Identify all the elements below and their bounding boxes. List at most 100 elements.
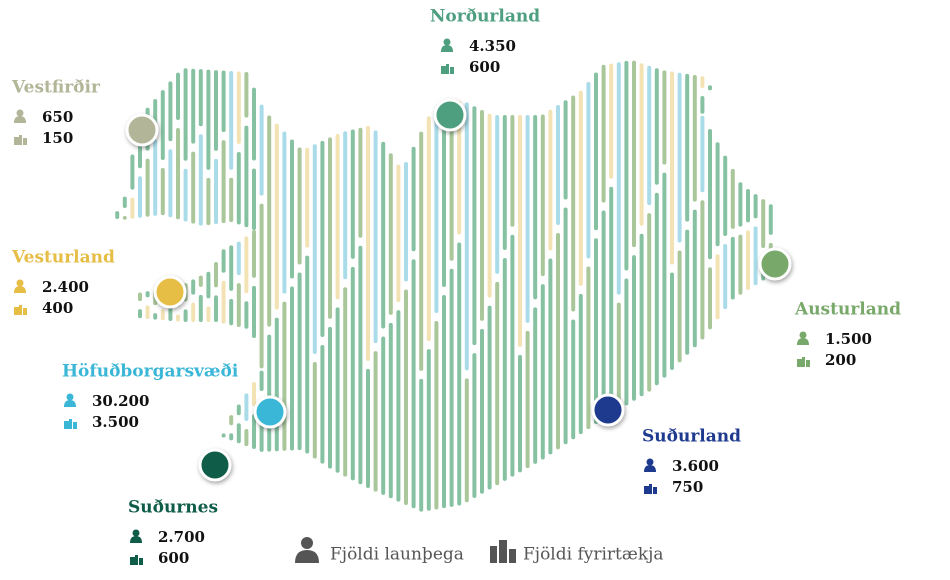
person-icon — [16, 279, 24, 287]
stripe — [176, 72, 180, 120]
stripe — [533, 115, 538, 300]
building-icon — [450, 67, 454, 74]
stripe — [343, 287, 348, 477]
stripe — [198, 275, 203, 287]
building-icon — [649, 484, 652, 494]
stripe — [138, 176, 142, 218]
stripe — [312, 361, 317, 459]
stripe — [426, 116, 431, 342]
stripe — [647, 65, 652, 206]
stripe — [206, 177, 211, 226]
stripe — [183, 168, 188, 222]
stripe — [578, 293, 583, 435]
building-icon — [135, 555, 138, 565]
companies: 600 — [469, 58, 500, 76]
stripe — [221, 280, 226, 324]
stripe — [168, 304, 173, 321]
stripe — [244, 393, 249, 422]
stripe — [548, 258, 553, 455]
stripe — [290, 286, 294, 451]
stripe — [411, 146, 416, 252]
stripe — [274, 123, 279, 310]
stripe — [647, 213, 652, 392]
stripe — [297, 272, 302, 451]
stripe — [700, 200, 705, 340]
stripe — [229, 433, 234, 441]
stripe — [487, 305, 492, 490]
region-name: Vesturland — [11, 248, 115, 268]
region-name: Norðurland — [430, 7, 540, 27]
stripe — [434, 108, 439, 314]
stripe — [738, 182, 743, 227]
person-icon — [14, 116, 26, 123]
building-icon — [19, 135, 22, 145]
region: Vesturland 2.400 400 — [11, 248, 187, 317]
stripe — [328, 137, 332, 319]
region-marker — [433, 98, 467, 132]
stripe — [571, 319, 576, 440]
building-icon — [139, 558, 143, 565]
region: Suðurnes 2.700 600 — [128, 448, 232, 567]
building-icon — [441, 66, 446, 74]
stripe — [214, 158, 218, 225]
stripe — [335, 133, 340, 300]
stripe — [236, 404, 241, 416]
stripe — [138, 292, 142, 302]
map-stripes — [115, 60, 773, 512]
stripe — [229, 245, 234, 291]
region-name: Höfuðborgarsvæði — [62, 362, 239, 382]
stripe — [176, 314, 180, 322]
stripe — [472, 353, 477, 499]
stripe — [708, 85, 712, 91]
stripe — [191, 151, 196, 224]
stripe — [746, 189, 750, 223]
region: Höfuðborgarsvæði 30.200 3.500 — [62, 362, 287, 431]
stripe — [708, 129, 712, 260]
stripe — [267, 334, 272, 452]
stripe — [252, 382, 256, 407]
legend: Fjöldi launþega Fjöldi fyrirtækja — [295, 537, 664, 565]
companies: 150 — [42, 129, 73, 147]
stripe — [715, 142, 720, 247]
building-icon — [64, 421, 69, 429]
building-icon — [446, 64, 449, 74]
stripe — [229, 415, 234, 426]
stripe — [229, 298, 234, 326]
stripe — [259, 370, 264, 391]
stripe — [259, 203, 264, 369]
stripe — [487, 113, 492, 298]
stripe — [320, 344, 325, 464]
person-icon — [66, 393, 74, 401]
stripe — [236, 241, 241, 276]
stripe — [692, 209, 697, 348]
stripe — [214, 70, 218, 151]
building-icon — [490, 540, 516, 563]
companies: 600 — [158, 549, 189, 567]
person-icon — [295, 537, 319, 563]
stripe — [556, 105, 560, 225]
building-icon — [653, 487, 657, 494]
stripe — [639, 233, 644, 397]
stripe — [419, 131, 424, 371]
stripe — [297, 147, 302, 265]
stripe — [259, 104, 264, 196]
stripe — [252, 230, 256, 278]
stripe — [191, 279, 196, 295]
stripe — [746, 230, 750, 290]
stripe — [540, 284, 545, 460]
employees: 4.350 — [469, 37, 516, 55]
person-icon — [797, 338, 809, 345]
stripe — [176, 127, 180, 220]
employees: 30.200 — [92, 392, 149, 410]
stripe — [708, 267, 712, 330]
stripe — [540, 114, 545, 277]
stripe — [609, 63, 614, 179]
stripe — [624, 278, 629, 406]
stripe — [282, 131, 287, 294]
stripe — [366, 368, 370, 488]
stripe — [244, 71, 249, 118]
stripe — [153, 139, 158, 216]
stripe — [145, 305, 150, 319]
stripe — [183, 68, 188, 161]
employees: 2.400 — [42, 278, 89, 296]
